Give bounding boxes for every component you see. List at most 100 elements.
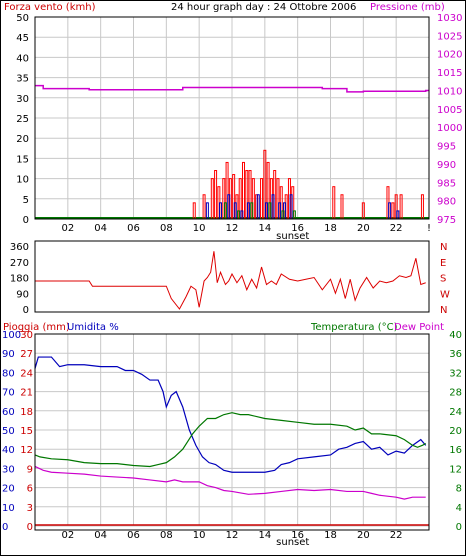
wind-bar [388, 202, 392, 220]
wind-bar [214, 170, 218, 220]
wind-tick-label: 35 [16, 74, 29, 85]
wind-bar [250, 202, 254, 220]
wind-tick-label: 45 [16, 33, 29, 44]
hour-tick-label: 18 [324, 530, 337, 541]
humidity-tick-label: 70 [2, 388, 15, 399]
hour-tick-label: 02 [61, 223, 74, 234]
wind-bar [223, 202, 227, 220]
hour-tick-label: 02 [61, 530, 74, 541]
direction-tick-label: 90 [16, 289, 29, 300]
hour-tick-label: 22 [390, 223, 403, 234]
pressure-tick-label: 1010 [437, 86, 462, 97]
wind-tick-label: 15 [16, 154, 29, 165]
temperature-tick-label: 24 [449, 407, 462, 418]
hour-tick-label: 04 [94, 530, 107, 541]
compass-tick-label: N [440, 242, 447, 253]
rain-axis-title: Pioggia (mm) [3, 322, 70, 333]
wind-axis-title: Forza vento (kmh) [4, 2, 96, 13]
temperature-axis-title: Temperatura (°C) [310, 322, 398, 333]
temperature-tick-label: 28 [449, 388, 462, 399]
pressure-tick-label: 975 [437, 215, 456, 226]
direction-tick-label: 0 [23, 305, 29, 316]
wind-tick-label: 30 [16, 94, 29, 105]
humidity-tick-label: 30 [2, 464, 15, 475]
hour-tick-label: 16 [291, 530, 304, 541]
wind-bar [233, 202, 237, 220]
humidity-tick-label: 50 [2, 426, 15, 437]
hour-tick-label: 06 [127, 530, 140, 541]
hour-tick-label: 10 [193, 223, 206, 234]
pressure-tick-label: 1030 [437, 13, 462, 24]
chart-title: 24 hour graph day : 24 Ottobre 2006 [171, 2, 356, 13]
hour-tick-label: 08 [160, 530, 173, 541]
rain-tick-label: 15 [20, 426, 33, 437]
rain-tick-label: 12 [20, 445, 33, 456]
compass-tick-label: E [440, 258, 446, 269]
rain-tick-label: 21 [20, 388, 33, 399]
wind-tick-label: 25 [16, 114, 29, 125]
humidity-tick-label: 90 [2, 349, 15, 360]
wind-tick-label: 50 [16, 13, 29, 24]
sunset-label-top: sunset [276, 231, 309, 242]
temperature-tick-label: 0 [456, 522, 462, 533]
rain-tick-label: 0 [27, 522, 33, 533]
temperature-tick-label: 12 [449, 464, 462, 475]
temperature-tick-label: 8 [456, 484, 462, 495]
wind-tick-label: 0 [23, 215, 29, 226]
pressure-series-line [35, 84, 429, 93]
humidity-tick-label: 10 [2, 503, 15, 514]
pressure-tick-label: 1005 [437, 105, 462, 116]
wind-bar [192, 202, 196, 220]
pressure-tick-label: 1025 [437, 31, 462, 42]
humidity-tick-label: 40 [2, 445, 15, 456]
wind-bar [268, 202, 272, 220]
temperature-tick-label: 36 [449, 349, 462, 360]
wind-bar [264, 202, 268, 220]
compass-tick-label: S [440, 274, 446, 285]
pressure-axis-title: Pressione (mb) [370, 2, 445, 13]
temperature-tick-label: 4 [456, 503, 462, 514]
wind-bar [219, 202, 223, 220]
wind-direction-line [35, 251, 426, 310]
pressure-tick-label: 980 [437, 197, 456, 208]
sunset-label-bottom: sunset [276, 537, 309, 548]
wind-tick-label: 40 [16, 53, 29, 64]
wind-bar [332, 186, 336, 220]
humidity-temp-series [34, 356, 429, 526]
wind-bar [278, 202, 282, 220]
series-line-umidita [34, 356, 427, 473]
hour-tick-label: 20 [357, 223, 370, 234]
humidity-axis-title: Umidita % [67, 322, 119, 333]
hour-tick-label: 16 [291, 223, 304, 234]
wind-bar [391, 202, 395, 220]
rain-tick-label: 3 [27, 503, 33, 514]
series-line-dewpoint [34, 465, 426, 500]
wind-tick-label: 5 [23, 195, 29, 206]
dewpoint-axis-title: Dew Point [394, 322, 444, 333]
hour-tick-label: 06 [127, 223, 140, 234]
humidity-tick-label: 80 [2, 368, 15, 379]
compass-tick-label: W [440, 289, 450, 300]
direction-tick-label: 180 [10, 274, 29, 285]
rain-tick-label: 6 [27, 484, 33, 495]
humidity-temp-grid [35, 333, 429, 527]
hour-tick-label: 10 [193, 530, 206, 541]
temperature-tick-label: 20 [449, 426, 462, 437]
humidity-tick-label: 100 [2, 330, 21, 341]
wind-pressure-frame [34, 16, 430, 220]
hour-tick-label: 18 [324, 223, 337, 234]
rain-tick-label: 27 [20, 349, 33, 360]
wind-pressure-grid [35, 16, 429, 220]
humidity-tick-label: 0 [2, 522, 8, 533]
pressure-tick-label: 995 [437, 142, 456, 153]
rain-tick-label: 30 [20, 330, 33, 341]
pressure-tick-label: 990 [437, 160, 456, 171]
rain-tick-label: 9 [27, 464, 33, 475]
wind-tick-label: 20 [16, 134, 29, 145]
temperature-tick-label: 32 [449, 368, 462, 379]
pressure-tick-label: 1015 [437, 68, 462, 79]
hour-tick-label: 12 [226, 530, 239, 541]
rain-tick-label: 24 [20, 368, 33, 379]
